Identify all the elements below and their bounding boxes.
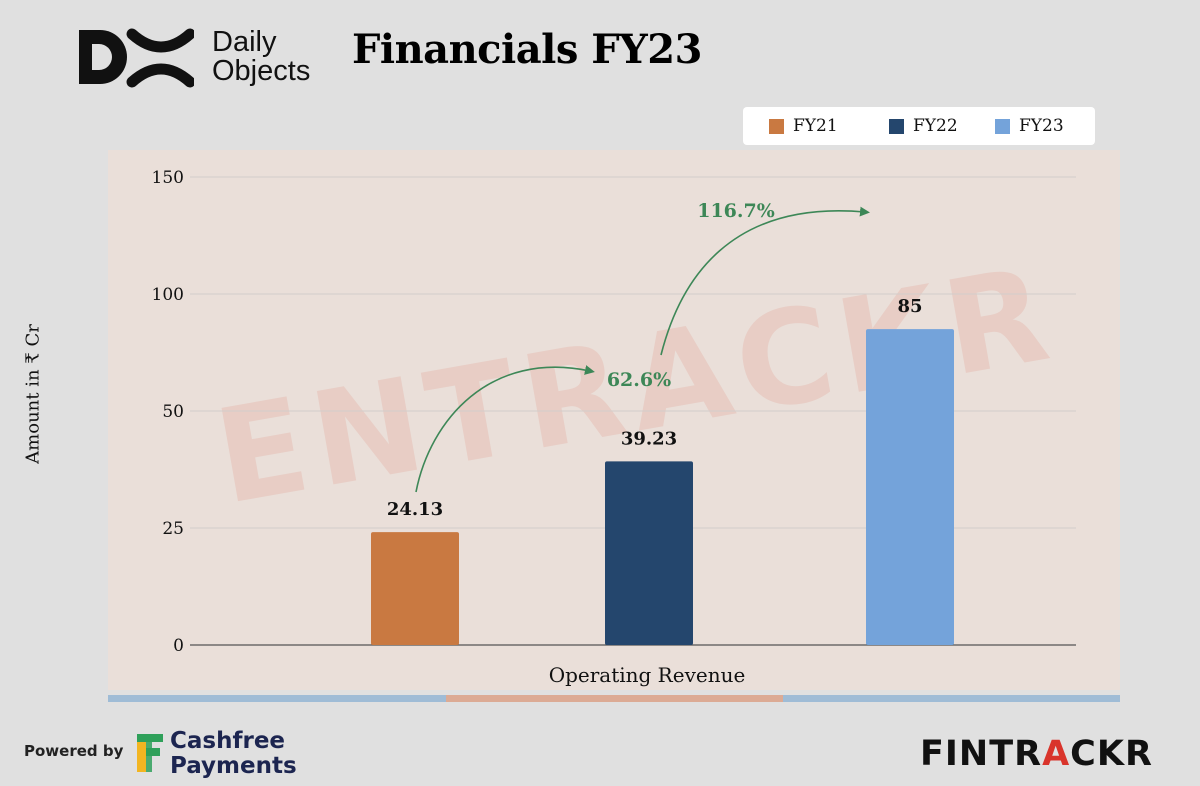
daily-objects-logo-icon — [79, 28, 194, 88]
powered-by-label: Powered by — [24, 742, 124, 760]
data-label-fy23: 85 — [897, 296, 922, 317]
y-tick-label: 150 — [152, 168, 184, 188]
y-tick-label: 0 — [173, 636, 184, 656]
legend-item-fy21: FY21 — [769, 107, 838, 145]
y-tick-label: 50 — [162, 402, 184, 422]
brand-logo-text: Daily Objects — [212, 28, 310, 86]
growth-label-fy23: 116.7% — [697, 200, 775, 222]
footer-strip-left — [108, 695, 446, 702]
bar-fy22 — [605, 461, 693, 645]
sponsor-name: Cashfree Payments — [170, 729, 297, 779]
sponsor-line-2: Payments — [170, 753, 297, 779]
legend-swatch-fy21 — [769, 118, 784, 134]
chart-legend: FY21 FY22 FY23 — [743, 107, 1095, 145]
legend-label-fy22: FY22 — [913, 116, 958, 136]
page-title: Financials FY23 — [352, 26, 702, 73]
brand-line-2: Objects — [212, 55, 311, 87]
publisher-logo-accent: A — [1042, 734, 1071, 774]
bar-fy21 — [371, 532, 459, 645]
x-axis-label: Operating Revenue — [548, 663, 746, 687]
cashfree-logo-icon — [137, 734, 163, 772]
sponsor-line-1: Cashfree — [170, 728, 286, 754]
legend-swatch-fy23 — [995, 118, 1010, 134]
publisher-logo: FINTRACKR — [920, 734, 1153, 774]
publisher-logo-part2: CKR — [1070, 734, 1153, 774]
growth-arrow-fy23 — [660, 206, 870, 356]
brand-line-1: Daily — [212, 26, 277, 58]
footer-strip-right — [783, 695, 1120, 702]
legend-label-fy23: FY23 — [1019, 116, 1064, 136]
legend-label-fy21: FY21 — [793, 116, 838, 136]
legend-swatch-fy22 — [889, 118, 904, 134]
growth-label-fy22: 62.6% — [607, 369, 671, 391]
data-label-fy21: 24.13 — [387, 499, 443, 520]
data-label-fy22: 39.23 — [621, 428, 677, 449]
bar-fy23 — [866, 329, 954, 645]
growth-arrow-fy22 — [415, 365, 595, 493]
y-tick-label: 25 — [162, 519, 184, 539]
y-tick-label: 100 — [152, 285, 184, 305]
footer-strip-middle — [446, 695, 783, 702]
legend-item-fy23: FY23 — [995, 107, 1064, 145]
y-axis-label: Amount in ₹ Cr — [22, 324, 44, 464]
legend-item-fy22: FY22 — [889, 107, 958, 145]
publisher-logo-part1: FINTR — [920, 734, 1043, 774]
